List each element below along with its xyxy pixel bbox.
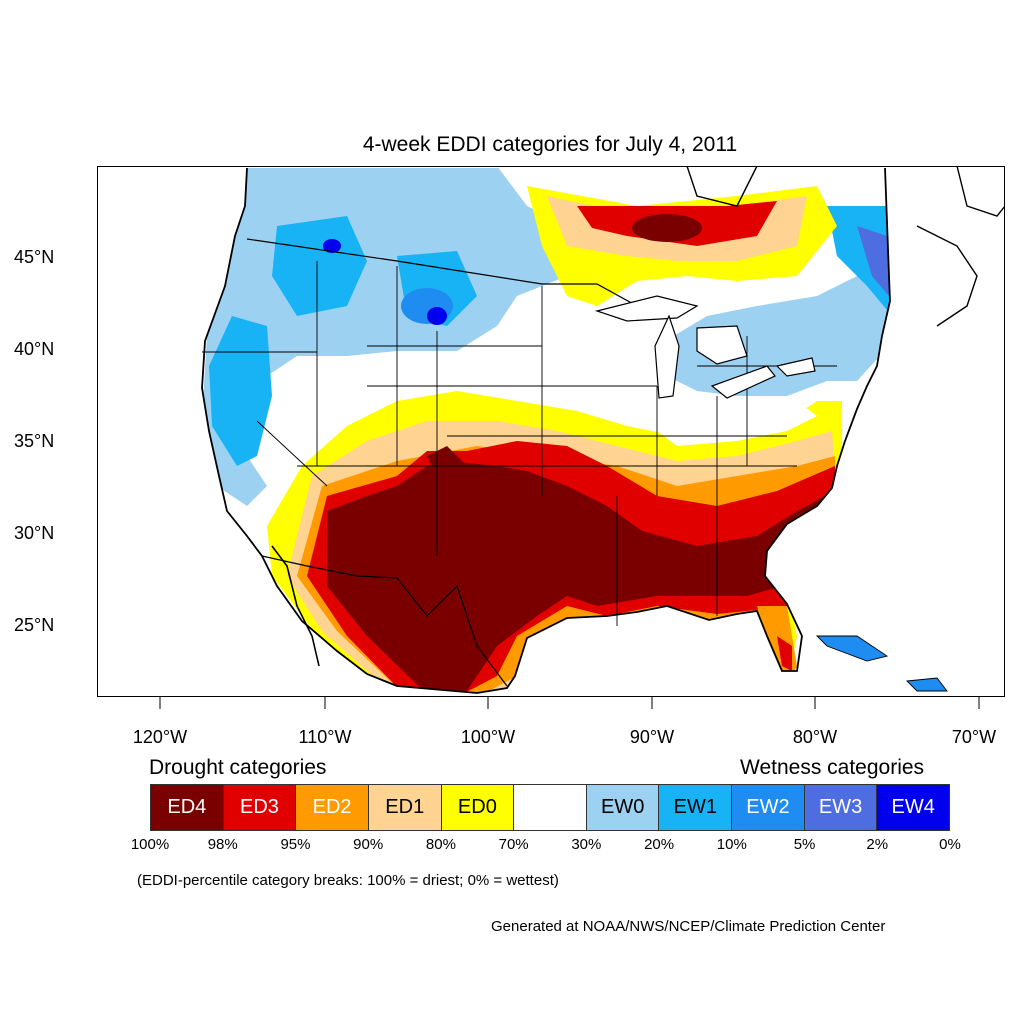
percentile-break-label: 95% bbox=[280, 836, 311, 853]
lat-label: 40°N bbox=[14, 339, 55, 359]
eddi-map bbox=[97, 166, 1005, 697]
percentile-break-label: 2% bbox=[866, 836, 889, 853]
lon-label: 110°W bbox=[298, 727, 352, 747]
percentile-break-label: 100% bbox=[130, 836, 170, 853]
percentile-break-label: 80% bbox=[425, 836, 456, 853]
legend-swatch: ED3 bbox=[223, 785, 297, 830]
map-title: 4-week EDDI categories for July 4, 2011 bbox=[362, 133, 738, 156]
percentile-break-label: 0% bbox=[939, 836, 961, 853]
lon-label: 90°W bbox=[629, 727, 675, 747]
legend-swatch: ED4 bbox=[151, 785, 224, 830]
percentile-break-label: 30% bbox=[571, 836, 602, 853]
drought-categories-heading: Drought categories bbox=[149, 756, 327, 779]
lon-label: 80°W bbox=[792, 727, 838, 747]
lat-label: 25°N bbox=[14, 615, 55, 635]
legend-swatch bbox=[514, 785, 587, 830]
legend-swatch: EW2 bbox=[732, 785, 805, 830]
category-break-note: (EDDI-percentile category breaks: 100% =… bbox=[137, 872, 559, 889]
lat-label: 30°N bbox=[14, 523, 55, 543]
wetness-categories-heading: Wetness categories bbox=[740, 756, 925, 779]
legend-swatch: ED2 bbox=[296, 785, 369, 830]
lon-label: 120°W bbox=[132, 727, 188, 747]
lon-label: 70°W bbox=[951, 727, 997, 747]
x-tick-marks bbox=[159, 697, 980, 709]
percentile-break-label: 10% bbox=[716, 836, 747, 853]
legend-swatch: ED1 bbox=[368, 785, 442, 830]
percentile-break-label: 5% bbox=[793, 836, 816, 853]
percentile-break-label: 70% bbox=[498, 836, 529, 853]
legend-swatch: ED0 bbox=[441, 785, 515, 830]
lat-label: 35°N bbox=[14, 431, 55, 451]
legend-swatch: EW4 bbox=[877, 785, 950, 830]
legend-swatch: EW0 bbox=[586, 785, 660, 830]
percentile-break-label: 98% bbox=[207, 836, 238, 853]
lat-label: 45°N bbox=[14, 247, 55, 267]
credit-line: Generated at NOAA/NWS/NCEP/Climate Predi… bbox=[491, 918, 886, 935]
percentile-break-label: 20% bbox=[644, 836, 675, 853]
percentile-break-label: 90% bbox=[353, 836, 384, 853]
legend-swatch: EW1 bbox=[659, 785, 733, 830]
category-legend: ED4 ED3 ED2 ED1 ED0 EW0 EW1 EW2 EW3 EW4 bbox=[150, 784, 950, 831]
lon-label: 100°W bbox=[460, 727, 516, 747]
legend-swatch: EW3 bbox=[804, 785, 878, 830]
